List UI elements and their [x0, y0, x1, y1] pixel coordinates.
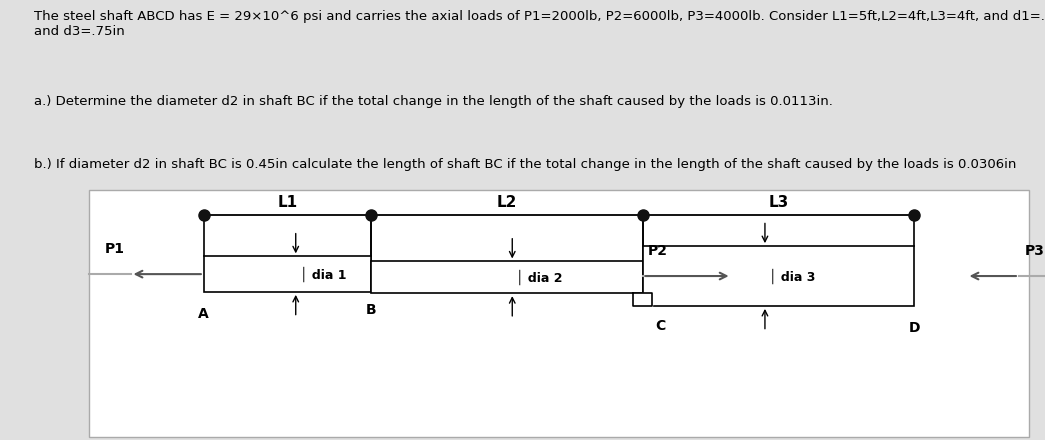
Text: P3: P3 [1024, 244, 1045, 258]
Text: a.) Determine the diameter d2 in shaft BC if the total change in the length of t: a.) Determine the diameter d2 in shaft B… [34, 95, 833, 108]
Text: L1: L1 [277, 195, 298, 210]
Polygon shape [633, 293, 652, 306]
Text: A: A [199, 307, 209, 321]
Text: b.) If diameter d2 in shaft BC is 0.45in calculate the length of shaft BC if the: b.) If diameter d2 in shaft BC is 0.45in… [34, 158, 1017, 172]
Bar [643, 246, 914, 306]
Text: D: D [908, 321, 921, 335]
Text: L3: L3 [768, 195, 789, 210]
Text: C: C [655, 319, 666, 333]
Text: B: B [366, 304, 376, 318]
Text: │ dia 3: │ dia 3 [769, 268, 815, 284]
Text: │ dia 2: │ dia 2 [516, 270, 563, 285]
Text: │ dia 1: │ dia 1 [300, 266, 346, 282]
Bar [371, 261, 643, 293]
Text: The steel shaft ABCD has E = 29×10^6 psi and carries the axial loads of P1=2000l: The steel shaft ABCD has E = 29×10^6 psi… [34, 10, 1045, 38]
Text: P1: P1 [104, 242, 125, 256]
Bar [204, 256, 371, 292]
Text: L2: L2 [496, 195, 517, 210]
Text: P2: P2 [648, 244, 668, 258]
